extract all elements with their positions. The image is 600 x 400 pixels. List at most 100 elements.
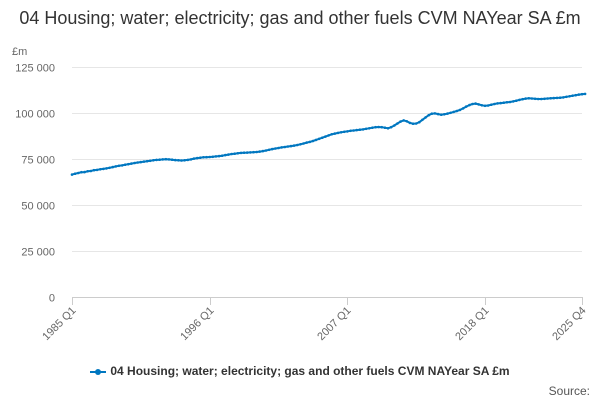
data-point	[164, 157, 168, 161]
data-point	[283, 145, 287, 149]
data-point	[274, 147, 277, 150]
data-point	[296, 143, 299, 147]
data-point	[277, 146, 280, 150]
data-point	[305, 141, 309, 144]
y-tick-label: 100 000	[15, 109, 55, 121]
data-point	[242, 151, 246, 154]
data-point	[555, 96, 559, 100]
data-point	[424, 116, 427, 119]
data-point	[192, 157, 196, 160]
data-point	[136, 161, 139, 164]
data-point	[80, 170, 83, 174]
data-point	[405, 120, 409, 123]
data-point	[108, 166, 111, 170]
data-point	[458, 108, 462, 112]
data-point	[249, 151, 252, 154]
data-point	[145, 159, 149, 163]
data-point	[230, 152, 233, 156]
data-point	[546, 97, 549, 100]
data-point	[490, 103, 493, 106]
data-point	[430, 112, 434, 115]
data-point	[499, 101, 503, 105]
data-point	[177, 159, 180, 162]
data-point	[367, 127, 371, 130]
data-point	[92, 168, 96, 172]
y-tick-label: 25 000	[21, 247, 55, 259]
data-point	[530, 97, 534, 100]
data-point	[183, 159, 186, 162]
data-point	[411, 122, 415, 125]
x-tick-label: 2025 Q4	[550, 305, 588, 343]
data-point	[114, 165, 118, 168]
data-point	[261, 149, 265, 153]
data-point	[139, 160, 143, 164]
data-point	[558, 96, 562, 99]
x-tick-label: 2007 Q1	[315, 305, 353, 343]
y-tick-label: 125 000	[15, 63, 55, 75]
data-point	[327, 134, 330, 137]
data-point	[127, 162, 130, 166]
legend[interactable]: 04 Housing; water; electricity; gas and …	[0, 364, 600, 378]
data-point	[245, 151, 249, 154]
data-point	[443, 113, 446, 116]
data-point	[86, 170, 89, 173]
data-point	[317, 137, 321, 141]
data-point	[155, 158, 158, 162]
data-point	[280, 146, 283, 149]
data-point	[471, 102, 474, 106]
data-point	[299, 143, 302, 146]
data-point	[571, 94, 574, 97]
data-point	[314, 138, 318, 142]
data-point	[518, 98, 521, 102]
data-point	[461, 107, 465, 110]
x-tick-label: 2018 Q1	[453, 305, 491, 343]
data-point	[270, 147, 274, 151]
data-point	[533, 97, 537, 101]
data-point	[515, 99, 518, 102]
data-point	[220, 154, 224, 157]
data-point	[433, 112, 437, 115]
data-point	[111, 165, 114, 169]
data-point	[208, 155, 211, 159]
y-tick-label: 50 000	[21, 201, 55, 213]
data-point	[402, 119, 406, 122]
data-point	[117, 164, 121, 168]
data-point	[549, 97, 552, 100]
data-point	[324, 135, 327, 138]
data-point	[224, 153, 227, 157]
data-point	[70, 173, 74, 176]
data-point	[524, 97, 527, 100]
data-point	[574, 93, 577, 97]
data-point	[105, 167, 108, 170]
data-point	[352, 129, 355, 132]
data-point	[83, 170, 86, 174]
data-point	[252, 150, 255, 154]
chart-title: 04 Housing; water; electricity; gas and …	[19, 8, 581, 28]
data-point	[120, 164, 124, 167]
data-point	[383, 126, 387, 129]
data-point	[527, 97, 531, 100]
data-point	[189, 158, 193, 161]
data-point	[502, 101, 506, 104]
data-point	[483, 104, 487, 108]
data-point	[227, 153, 230, 156]
data-point	[148, 159, 152, 163]
legend-series-marker-icon	[90, 367, 107, 377]
data-point	[577, 93, 581, 96]
data-point	[158, 158, 161, 161]
data-point	[152, 159, 155, 162]
data-point	[449, 111, 452, 115]
data-point	[217, 154, 221, 158]
data-point	[205, 155, 208, 159]
y-axis-unit-label: £m	[12, 46, 28, 58]
data-point	[95, 168, 99, 172]
data-point	[399, 120, 402, 123]
data-point	[199, 156, 202, 159]
data-point	[355, 128, 359, 132]
data-point	[477, 103, 481, 106]
data-point	[474, 102, 477, 105]
data-point	[439, 113, 443, 116]
data-point	[511, 100, 515, 103]
data-point	[464, 105, 468, 108]
